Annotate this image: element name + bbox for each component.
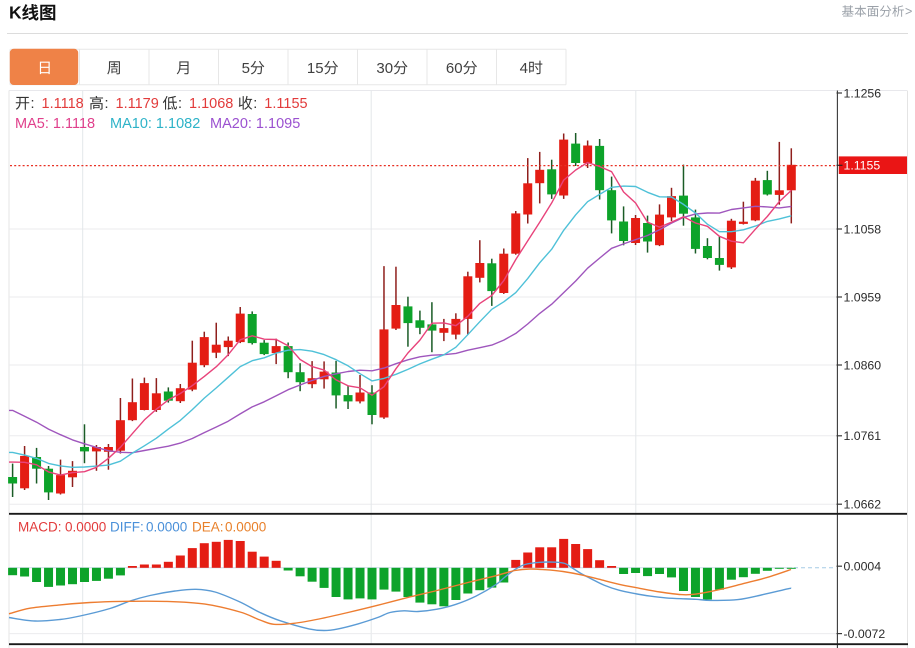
svg-text:DIFF:: DIFF: xyxy=(110,520,144,535)
svg-text:30: 30 xyxy=(376,60,393,77)
svg-text:4: 4 xyxy=(520,60,528,77)
svg-text:MA10: 1.1082: MA10: 1.1082 xyxy=(110,116,200,132)
svg-text::: : xyxy=(105,96,109,112)
svg-text:K: K xyxy=(9,3,22,23)
svg-text:0.0004: 0.0004 xyxy=(844,560,882,574)
svg-text:1.0959: 1.0959 xyxy=(844,290,882,304)
svg-text:1.0761: 1.0761 xyxy=(844,429,882,443)
svg-text:1.1068: 1.1068 xyxy=(189,96,233,112)
svg-text:MA5: 1.1118: MA5: 1.1118 xyxy=(15,116,95,132)
svg-text:0.0000: 0.0000 xyxy=(65,520,106,535)
svg-text:1.1155: 1.1155 xyxy=(844,159,881,173)
svg-text:>: > xyxy=(905,5,912,19)
svg-text:1.1155: 1.1155 xyxy=(264,96,307,112)
svg-text::: : xyxy=(253,96,257,112)
svg-text:0.0000: 0.0000 xyxy=(225,520,266,535)
svg-text:1.1058: 1.1058 xyxy=(844,222,882,236)
svg-text::: : xyxy=(178,96,182,112)
svg-text:1.1179: 1.1179 xyxy=(116,96,159,112)
svg-text:MA20: 1.1095: MA20: 1.1095 xyxy=(210,116,300,132)
svg-text:0.0000: 0.0000 xyxy=(146,520,187,535)
svg-text:15: 15 xyxy=(307,60,324,77)
svg-text:DEA:: DEA: xyxy=(192,520,224,535)
svg-text:5: 5 xyxy=(242,60,250,77)
svg-text::: : xyxy=(31,96,35,112)
svg-text:MACD:: MACD: xyxy=(18,520,62,535)
svg-text:1.0860: 1.0860 xyxy=(844,358,882,372)
svg-text:1.1118: 1.1118 xyxy=(42,96,84,112)
svg-text:1.1256: 1.1256 xyxy=(844,86,882,100)
svg-text:1.0662: 1.0662 xyxy=(844,498,882,512)
svg-text:60: 60 xyxy=(446,60,463,77)
svg-text:-0.0072: -0.0072 xyxy=(844,627,886,641)
